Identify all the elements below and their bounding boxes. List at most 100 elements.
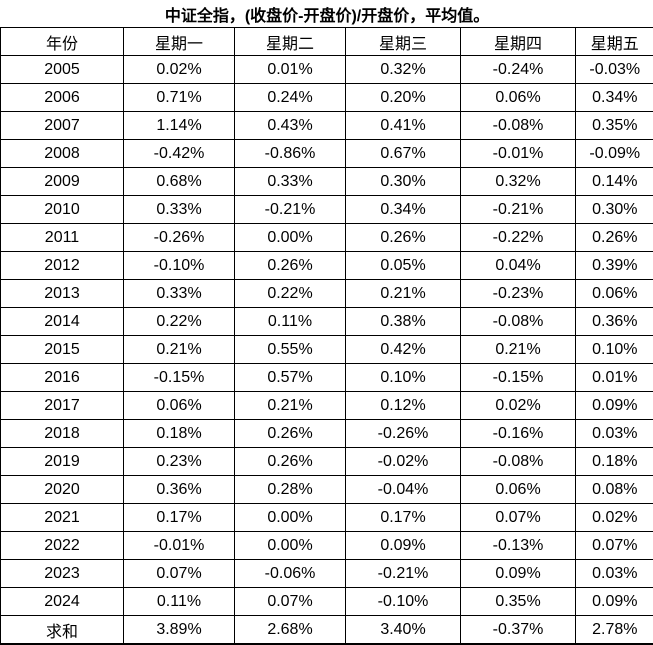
row-label-cell: 2012 — [0, 251, 124, 280]
value-cell: -0.16% — [460, 419, 576, 448]
row-label-cell: 2007 — [0, 111, 124, 140]
value-cell: -0.01% — [460, 139, 576, 168]
value-cell: 0.12% — [345, 391, 461, 420]
row-label-cell: 求和 — [0, 615, 124, 645]
row-label-cell: 2010 — [0, 195, 124, 224]
value-cell: -0.21% — [460, 195, 576, 224]
value-cell: 3.40% — [345, 615, 461, 645]
value-cell: 0.36% — [123, 475, 235, 504]
value-cell: 0.09% — [345, 531, 461, 560]
value-cell: 0.26% — [345, 223, 461, 252]
value-cell: 3.89% — [123, 615, 235, 645]
row-label-cell: 2017 — [0, 391, 124, 420]
value-cell: 0.57% — [234, 363, 346, 392]
year-data-row: 2010 0.33% -0.21% 0.34% -0.21% 0.30% — [0, 195, 653, 224]
value-cell: -0.15% — [123, 363, 235, 392]
value-cell: -0.03% — [574, 55, 653, 84]
row-label-cell: 2019 — [0, 447, 124, 476]
row-label-cell: 2016 — [0, 363, 124, 392]
value-cell: 0.26% — [574, 223, 653, 252]
value-cell: -0.08% — [460, 111, 576, 140]
value-cell: 0.41% — [345, 111, 461, 140]
value-cell: -0.10% — [345, 587, 461, 616]
value-cell: 0.33% — [234, 167, 346, 196]
year-data-row: 2014 0.22% 0.11% 0.38% -0.08% 0.36% — [0, 307, 653, 336]
row-label-cell: 2014 — [0, 307, 124, 336]
value-cell: 0.06% — [460, 83, 576, 112]
value-cell: -0.26% — [345, 419, 461, 448]
value-cell: 0.21% — [345, 279, 461, 308]
value-cell: 0.18% — [123, 419, 235, 448]
row-label-cell: 2020 — [0, 475, 124, 504]
year-data-row: 2022 -0.01% 0.00% 0.09% -0.13% 0.07% — [0, 531, 653, 560]
value-cell: 0.05% — [345, 251, 461, 280]
value-cell: 0.01% — [574, 363, 653, 392]
value-cell: 0.17% — [123, 503, 235, 532]
value-cell: 0.26% — [234, 419, 346, 448]
value-cell: 0.06% — [574, 279, 653, 308]
value-cell: -0.08% — [460, 307, 576, 336]
value-cell: 0.09% — [574, 391, 653, 420]
header-row: 年份 星期一 星期二 星期三 星期四 星期五 — [0, 27, 653, 56]
value-cell: 0.28% — [234, 475, 346, 504]
value-cell: 0.30% — [345, 167, 461, 196]
value-cell: 0.02% — [123, 55, 235, 84]
value-cell: 2.78% — [574, 615, 653, 645]
value-cell: 0.00% — [234, 531, 346, 560]
value-cell: -0.09% — [574, 139, 653, 168]
row-label-cell: 2023 — [0, 559, 124, 588]
row-label-cell: 2005 — [0, 55, 124, 84]
value-cell: 0.11% — [123, 587, 235, 616]
value-cell: -0.08% — [460, 447, 576, 476]
value-cell: 0.08% — [574, 475, 653, 504]
value-cell: -0.37% — [460, 615, 576, 645]
value-cell: 0.03% — [574, 419, 653, 448]
row-label-cell: 2009 — [0, 167, 124, 196]
value-cell: 0.67% — [345, 139, 461, 168]
year-data-row: 2006 0.71% 0.24% 0.20% 0.06% 0.34% — [0, 83, 653, 112]
row-label-cell: 2024 — [0, 587, 124, 616]
value-cell: 0.26% — [234, 447, 346, 476]
value-cell: 0.01% — [234, 55, 346, 84]
sum-row: 求和 3.89% 2.68% 3.40% -0.37% 2.78% — [0, 615, 653, 645]
value-cell: 0.14% — [574, 167, 653, 196]
value-cell: 0.17% — [345, 503, 461, 532]
row-label-cell: 2018 — [0, 419, 124, 448]
value-cell: -0.02% — [345, 447, 461, 476]
value-cell: 0.36% — [574, 307, 653, 336]
table-title: 中证全指，(收盘价-开盘价)/开盘价，平均值。 — [0, 0, 653, 28]
value-cell: -0.22% — [460, 223, 576, 252]
value-cell: -0.26% — [123, 223, 235, 252]
year-data-row: 2024 0.11% 0.07% -0.10% 0.35% 0.09% — [0, 587, 653, 616]
value-cell: 0.00% — [234, 223, 346, 252]
year-data-row: 2008 -0.42% -0.86% 0.67% -0.01% -0.09% — [0, 139, 653, 168]
value-cell: 0.09% — [460, 559, 576, 588]
title-row: 中证全指，(收盘价-开盘价)/开盘价，平均值。 — [0, 0, 653, 28]
value-cell: 0.35% — [460, 587, 576, 616]
row-label-cell: 2021 — [0, 503, 124, 532]
value-cell: -0.21% — [234, 195, 346, 224]
value-cell: 0.06% — [460, 475, 576, 504]
value-cell: 0.07% — [123, 559, 235, 588]
value-cell: 0.21% — [123, 335, 235, 364]
row-label-cell: 2008 — [0, 139, 124, 168]
value-cell: 0.00% — [234, 503, 346, 532]
value-cell: 0.43% — [234, 111, 346, 140]
value-cell: 0.32% — [460, 167, 576, 196]
value-cell: 0.42% — [345, 335, 461, 364]
value-cell: 0.39% — [574, 251, 653, 280]
weekday-column-header: 星期五 — [574, 27, 653, 56]
year-data-row: 2011 -0.26% 0.00% 0.26% -0.22% 0.26% — [0, 223, 653, 252]
value-cell: 0.06% — [123, 391, 235, 420]
year-data-row: 2019 0.23% 0.26% -0.02% -0.08% 0.18% — [0, 447, 653, 476]
value-cell: -0.06% — [234, 559, 346, 588]
year-data-row: 2007 1.14% 0.43% 0.41% -0.08% 0.35% — [0, 111, 653, 140]
value-cell: -0.01% — [123, 531, 235, 560]
value-cell: -0.24% — [460, 55, 576, 84]
year-data-row: 2016 -0.15% 0.57% 0.10% -0.15% 0.01% — [0, 363, 653, 392]
value-cell: 0.34% — [345, 195, 461, 224]
value-cell: 2.68% — [234, 615, 346, 645]
row-label-cell: 2011 — [0, 223, 124, 252]
